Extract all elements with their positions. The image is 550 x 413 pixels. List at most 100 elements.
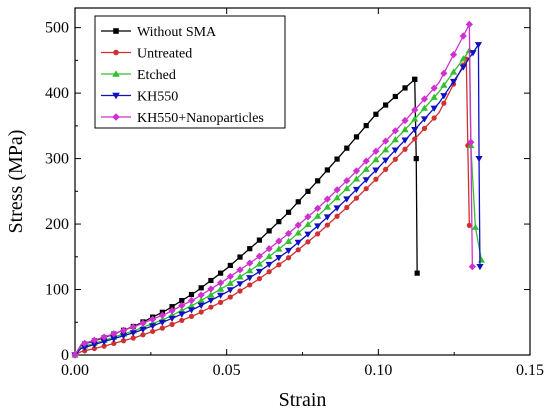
data-point	[402, 85, 408, 91]
data-point	[343, 196, 351, 203]
legend-marker	[112, 70, 120, 77]
data-point	[119, 326, 128, 334]
data-point	[412, 76, 418, 82]
data-point	[323, 214, 331, 221]
x-tick-label: 0.10	[364, 362, 392, 379]
data-point	[159, 325, 165, 331]
data-point	[227, 262, 233, 269]
data-point	[430, 105, 438, 112]
data-point	[411, 115, 419, 122]
data-point	[305, 239, 311, 245]
data-point	[353, 195, 360, 201]
data-point	[324, 222, 330, 228]
legend-label: Untreated	[137, 47, 192, 62]
y-tick-label: 0	[61, 347, 69, 364]
data-point	[392, 156, 398, 162]
data-point	[323, 203, 331, 210]
data-point	[382, 137, 390, 145]
data-point	[440, 81, 448, 88]
data-point	[187, 302, 196, 309]
data-point	[236, 266, 244, 274]
data-point	[140, 332, 146, 338]
data-point	[373, 111, 379, 117]
data-point	[188, 291, 195, 298]
data-point	[411, 106, 419, 114]
y-tick-label: 300	[45, 151, 69, 168]
legend-marker	[113, 28, 119, 34]
data-point	[383, 102, 389, 108]
y-tick-label: 200	[45, 216, 69, 233]
data-point	[217, 285, 225, 292]
data-point	[139, 319, 147, 327]
data-point	[363, 122, 369, 129]
data-point	[90, 341, 99, 349]
data-point	[391, 127, 399, 135]
data-point	[218, 299, 224, 305]
y-tick-label: 100	[45, 282, 69, 299]
data-point	[207, 297, 215, 304]
y-axis-title: Stress (MPa)	[5, 130, 27, 234]
data-point	[266, 269, 272, 275]
legend-label: KH550	[137, 90, 178, 105]
data-point	[285, 255, 292, 261]
data-point	[323, 195, 331, 203]
x-tick-label: 0.15	[516, 362, 544, 379]
data-point	[352, 186, 361, 194]
data-point	[266, 228, 272, 234]
data-point	[149, 315, 157, 323]
data-point	[430, 93, 438, 100]
legend-label: KH550+Nanoparticles	[137, 111, 264, 126]
x-tick-label: 0.00	[61, 362, 89, 379]
data-point	[373, 176, 379, 182]
data-point	[402, 146, 408, 152]
data-point	[255, 260, 264, 267]
data-point	[120, 338, 127, 344]
plot-series	[71, 20, 486, 359]
data-point	[265, 252, 273, 260]
data-point	[284, 237, 293, 244]
data-point	[475, 155, 483, 163]
data-point	[256, 237, 263, 243]
data-point	[139, 326, 147, 334]
data-point	[197, 296, 205, 304]
data-point	[158, 311, 166, 319]
data-point	[449, 51, 458, 59]
data-point	[383, 166, 389, 172]
data-point	[198, 285, 204, 291]
data-point	[226, 279, 234, 286]
x-tick-label: 0.05	[213, 362, 241, 379]
legend-marker	[112, 92, 120, 100]
data-point	[294, 239, 302, 246]
data-point	[178, 311, 186, 318]
data-point	[110, 336, 118, 343]
legend: Without SMA Untreated Etched KH550 KH550+Nan…	[94, 15, 286, 129]
data-point	[440, 69, 448, 77]
data-point	[324, 167, 330, 173]
data-point	[100, 333, 108, 341]
legend-marker	[113, 49, 119, 56]
data-point	[81, 344, 89, 351]
data-point	[168, 307, 176, 315]
data-point	[110, 330, 118, 338]
data-point	[420, 104, 429, 111]
data-point	[353, 134, 360, 140]
data-point	[71, 351, 79, 359]
data-point	[411, 127, 419, 134]
data-point	[276, 219, 282, 225]
data-point	[477, 256, 486, 263]
data-point	[187, 296, 196, 305]
data-point	[372, 147, 380, 155]
data-point	[207, 285, 215, 293]
data-point	[414, 270, 420, 276]
data-point	[362, 165, 370, 172]
data-point	[179, 298, 185, 304]
data-point	[246, 275, 254, 282]
data-point	[130, 335, 136, 341]
axes: 0.00 0.05 0.10 0.15 0 100 200 300 400 500	[45, 7, 544, 379]
data-point	[100, 339, 108, 346]
data-point	[333, 194, 341, 201]
legend-label: Without SMA	[137, 25, 217, 40]
data-point	[129, 330, 137, 337]
data-point	[334, 156, 340, 162]
data-point	[421, 125, 428, 132]
